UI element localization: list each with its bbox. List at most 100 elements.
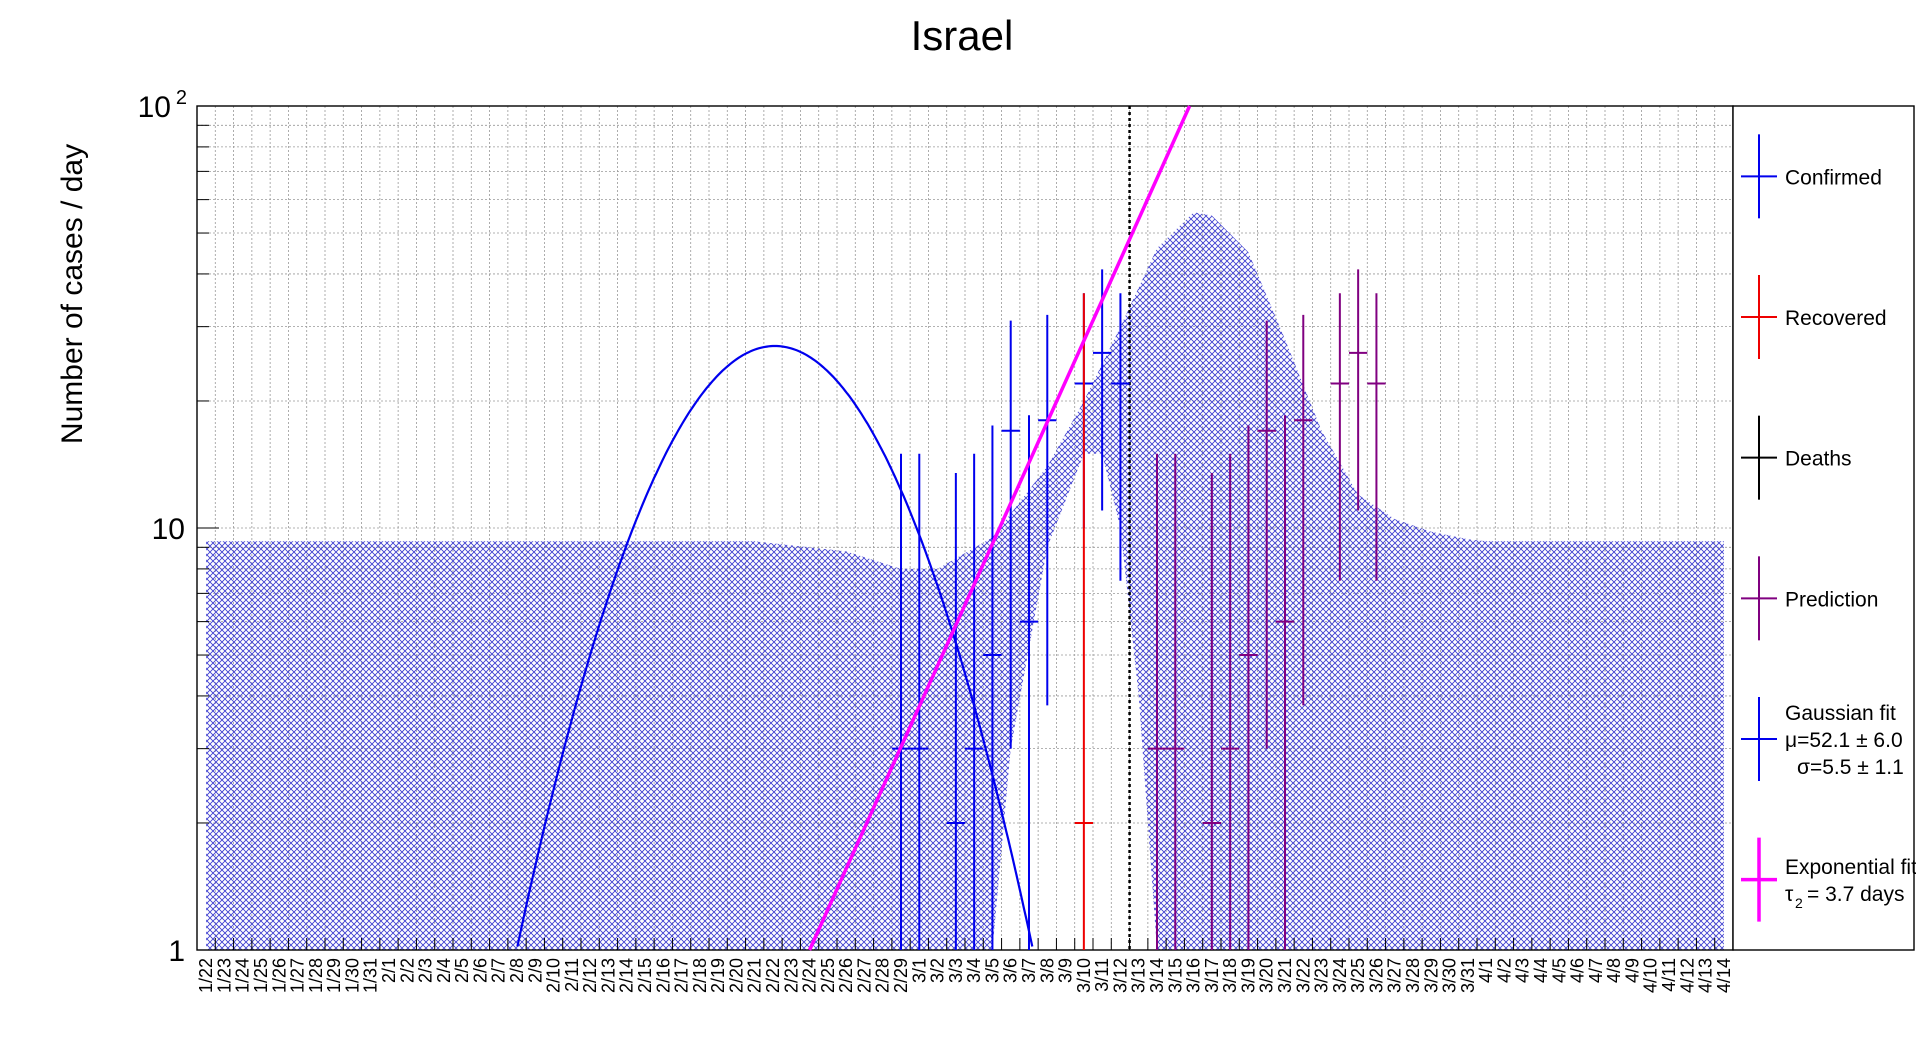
data-point <box>1093 269 1112 511</box>
x-tick-label: 2/1 <box>379 958 399 983</box>
legend-entry-recovered: Recovered <box>1741 275 1887 359</box>
x-tick-label: 2/13 <box>598 958 618 993</box>
data-point <box>1147 453 1167 950</box>
data-point <box>1111 293 1130 581</box>
x-tick-label: 3/20 <box>1257 958 1277 993</box>
uncertainty-band <box>206 212 1724 951</box>
x-tick-label: 2/15 <box>635 958 655 993</box>
uncertainty-band-area <box>206 212 1724 951</box>
x-tick-label: 1/31 <box>361 958 381 993</box>
x-tick-label: 3/2 <box>928 958 948 983</box>
y-tick-label: 10 <box>152 513 185 546</box>
y-tick-label: 10 <box>138 91 171 124</box>
x-tick-label: 1/24 <box>233 958 253 993</box>
data-point <box>1221 453 1240 950</box>
x-tick-label: 3/6 <box>1001 958 1021 983</box>
x-tick-label: 3/18 <box>1220 958 1240 993</box>
x-tick-label: 2/4 <box>434 958 454 983</box>
legend-entry-prediction: Prediction <box>1741 556 1878 641</box>
legend-label: σ=5.5 ± 1.1 <box>1797 756 1904 779</box>
data-point <box>1294 314 1313 706</box>
x-tick-label: 1/22 <box>196 958 216 993</box>
x-tick-label: 2/26 <box>836 958 856 993</box>
x-tick-label: 3/11 <box>1092 958 1112 992</box>
fit-curves <box>516 105 1192 951</box>
x-tick-label: 2/9 <box>525 958 545 983</box>
x-tick-label: 2/25 <box>818 958 838 993</box>
x-tick-label: 1/26 <box>269 958 289 993</box>
y-tick-label: 1 <box>168 935 185 968</box>
x-tick-label: 2/16 <box>653 958 673 993</box>
x-tick-label: 2/19 <box>708 958 728 993</box>
x-tick-label: 4/3 <box>1513 958 1533 983</box>
legend-entry-confirmed: Confirmed <box>1741 134 1882 219</box>
data-point <box>1330 293 1349 581</box>
x-tick-label: 2/28 <box>873 958 893 993</box>
exponential-fit-line <box>807 105 1192 951</box>
x-tick-label: 3/25 <box>1348 958 1368 993</box>
x-tick-label: 2/5 <box>452 958 472 983</box>
x-tick-label: 3/31 <box>1458 958 1478 993</box>
legend-label: μ=52.1 ± 6.0 <box>1785 729 1903 752</box>
x-tick-label: 4/6 <box>1568 958 1588 983</box>
x-tick-label: 4/10 <box>1641 958 1661 993</box>
x-tick-label: 3/16 <box>1184 958 1204 993</box>
x-tick-label: 1/30 <box>342 958 362 993</box>
x-tick-label: 1/29 <box>324 958 344 993</box>
legend-label: Deaths <box>1785 448 1852 471</box>
x-tick-label: 3/19 <box>1238 958 1258 993</box>
x-tick-label: 4/5 <box>1549 958 1569 983</box>
x-tick-label: 1/27 <box>288 958 308 993</box>
x-tick-label: 2/23 <box>781 958 801 993</box>
data-point <box>1367 293 1386 581</box>
x-tick-label: 3/1 <box>909 958 929 983</box>
x-tick-label: 2/27 <box>854 958 874 993</box>
x-tick-label: 4/8 <box>1604 958 1624 983</box>
x-tick-label: 4/12 <box>1677 958 1697 993</box>
x-tick-label: 4/4 <box>1531 958 1551 983</box>
series-prediction <box>1147 269 1386 950</box>
chart-title: Israel <box>911 12 1014 59</box>
data-point <box>983 425 1002 950</box>
series-recovered <box>1074 293 1093 950</box>
x-tick-label: 2/21 <box>745 958 765 993</box>
x-tick-label: 3/14 <box>1147 958 1167 993</box>
legend-label: Confirmed <box>1785 166 1882 189</box>
x-tick-label: 3/12 <box>1110 958 1130 993</box>
x-tick-label: 4/13 <box>1696 958 1716 993</box>
data-point <box>1019 415 1039 950</box>
x-tick-label: 3/29 <box>1421 958 1441 993</box>
data-point <box>1074 293 1093 950</box>
x-tick-label: 2/14 <box>617 958 637 993</box>
legend-tau-subscript: 2 <box>1795 895 1803 911</box>
x-tick-label: 3/13 <box>1129 958 1149 993</box>
x-tick-label: 3/21 <box>1275 958 1295 993</box>
legend-frame <box>1732 105 1915 951</box>
x-tick-label: 3/9 <box>1056 958 1076 983</box>
x-tick-label: 3/5 <box>982 958 1002 983</box>
x-tick-label: 2/12 <box>580 958 600 993</box>
data-point <box>1239 425 1258 950</box>
x-tick-label: 3/17 <box>1202 958 1222 993</box>
x-tick-label: 4/11 <box>1659 958 1679 992</box>
x-tick-label: 2/8 <box>507 958 527 983</box>
x-tick-label: 4/2 <box>1494 958 1514 983</box>
data-point <box>1001 320 1020 749</box>
data-point <box>1257 320 1276 749</box>
x-tick-label: 3/23 <box>1312 958 1332 993</box>
x-tick-label: 3/30 <box>1440 958 1460 993</box>
x-tick-label: 3/24 <box>1330 958 1350 993</box>
x-tick-label: 2/18 <box>690 958 710 993</box>
x-tick-label: 4/1 <box>1476 958 1496 983</box>
x-tick-label: 4/7 <box>1586 958 1606 983</box>
data-point <box>1275 415 1295 950</box>
x-tick-label: 2/22 <box>763 958 783 993</box>
x-tick-label: 4/14 <box>1714 958 1734 993</box>
x-tick-label: 2/20 <box>726 958 746 993</box>
y-axis-label: Number of cases / day <box>56 144 89 444</box>
x-tick-label: 2/3 <box>416 958 436 983</box>
x-tick-label: 3/22 <box>1293 958 1313 993</box>
